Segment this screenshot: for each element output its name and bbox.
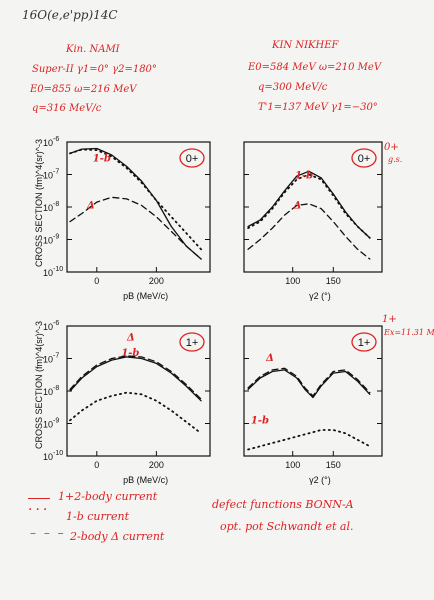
legend-delta-label: 2-body Δ current	[70, 530, 165, 543]
y-axis-title-top: CROSS SECTION (fm)^4(sr)^-3	[34, 139, 44, 267]
right-kinematics-label: KIN NIKHEF	[272, 40, 339, 51]
panel-top-left: 10-6 10-7 10-8 10-9 10-10 0 200 pB (MeV/c) 0+ 1-b…	[43, 136, 211, 301]
gs-state-note: 0+	[384, 142, 399, 153]
state-tag: 1+	[358, 337, 371, 349]
legend-one-body-label: 1-b current	[66, 510, 130, 523]
curve-label: 1-b	[93, 154, 111, 165]
y-tick-label: 10-6	[43, 136, 59, 148]
curve-label: 1-b	[295, 171, 313, 182]
gs-label-note: g.s.	[388, 155, 403, 164]
series-dashed	[69, 196, 202, 260]
excited-energy-note: Ex=11.31 MeV	[384, 328, 434, 337]
y-tick-label: 10-7	[43, 169, 59, 181]
legend-dashed-swatch: – – –	[30, 526, 66, 540]
legend-note-defect: defect functions BONN-A	[212, 498, 354, 511]
excited-state-note: 1+	[382, 314, 397, 325]
x-axis-label: pB (MeV/c)	[123, 475, 168, 485]
y-tick-label: 10-9	[43, 234, 59, 246]
series-dashed	[247, 367, 371, 397]
x-tick-label: 0	[94, 460, 99, 470]
curve-label: Δ	[265, 353, 274, 364]
right-kinematics-line1: E0=584 MeV ω=210 MeV	[248, 62, 382, 73]
legend-dotted-swatch: ···	[28, 502, 51, 518]
y-tick-label: 10-6	[43, 320, 59, 332]
panel-top-right: 100 150 γ2 (°) 0+ 1-b Δ	[243, 141, 383, 301]
x-axis-label: pB (MeV/c)	[123, 291, 168, 301]
left-kinematics-line3: q=316 MeV/c	[32, 103, 102, 114]
curve-label: Δ	[293, 200, 302, 211]
y-tick-label: 10-10	[43, 450, 63, 462]
y-tick-label: 10-8	[43, 385, 59, 397]
series-dotted	[247, 173, 371, 239]
y-axis-title-bottom: CROSS SECTION (fm)^4(sr)^-3	[34, 321, 44, 449]
curve-label: Δ	[126, 332, 135, 343]
legend-full-label: 1+2-body current	[58, 490, 158, 503]
series-dotted	[69, 391, 203, 435]
y-tick-label: 10-8	[43, 201, 59, 213]
left-kinematics-line1: Super-II γ1=0° γ2=180°	[32, 64, 157, 75]
state-circle	[179, 148, 205, 168]
y-tick-label: 10-9	[43, 418, 59, 430]
y-tick-label: 10-10	[43, 266, 63, 278]
right-kinematics-line2: q=300 MeV/c	[258, 82, 328, 93]
state-circle	[351, 148, 377, 168]
state-tag: 0+	[358, 153, 371, 165]
left-kinematics-line2: E0=855 ω=216 MeV	[30, 84, 137, 95]
x-tick-label: 150	[326, 276, 341, 286]
x-axis-label: γ2 (°)	[309, 475, 331, 485]
series-solid	[69, 356, 202, 402]
left-kinematics-label: Kin. NAMI	[66, 44, 120, 55]
y-tick-label: 10-7	[43, 353, 59, 365]
x-tick-label: 200	[149, 460, 164, 470]
state-tag: 0+	[186, 153, 199, 165]
series-solid	[69, 147, 202, 260]
state-tag: 1+	[186, 337, 199, 349]
x-tick-label: 200	[149, 276, 164, 286]
x-tick-label: 100	[285, 276, 300, 286]
state-circle	[351, 332, 377, 352]
panel-bottom-right: 100 150 γ2 (°) 1+ Δ 1-b	[243, 325, 383, 485]
series-dotted	[69, 148, 203, 251]
state-circle	[179, 332, 205, 352]
x-tick-label: 150	[326, 460, 341, 470]
series-solid	[247, 170, 371, 239]
curve-label: 1-b	[251, 416, 269, 427]
series-dashed	[247, 203, 371, 260]
panel-bottom-left: 10-6 10-7 10-8 10-9 10-10 0 200 pB (MeV/c) 1+ Δ 1-…	[43, 320, 211, 485]
curve-label: Δ	[86, 200, 95, 211]
series-solid	[247, 369, 371, 399]
reaction-title: 16O(e,e'pp)14C	[22, 8, 118, 22]
legend-solid-swatch	[28, 498, 50, 499]
legend-note-optpot: opt. pot Schwandt et al.	[220, 520, 354, 533]
x-tick-label: 0	[94, 276, 99, 286]
x-axis-label: γ2 (°)	[309, 291, 331, 301]
series-dashed	[69, 355, 202, 400]
curve-label: 1-b	[121, 348, 139, 359]
right-kinematics-line3: T'1=137 MeV γ1=−30°	[258, 102, 378, 113]
series-dotted	[247, 429, 371, 451]
x-tick-label: 100	[285, 460, 300, 470]
